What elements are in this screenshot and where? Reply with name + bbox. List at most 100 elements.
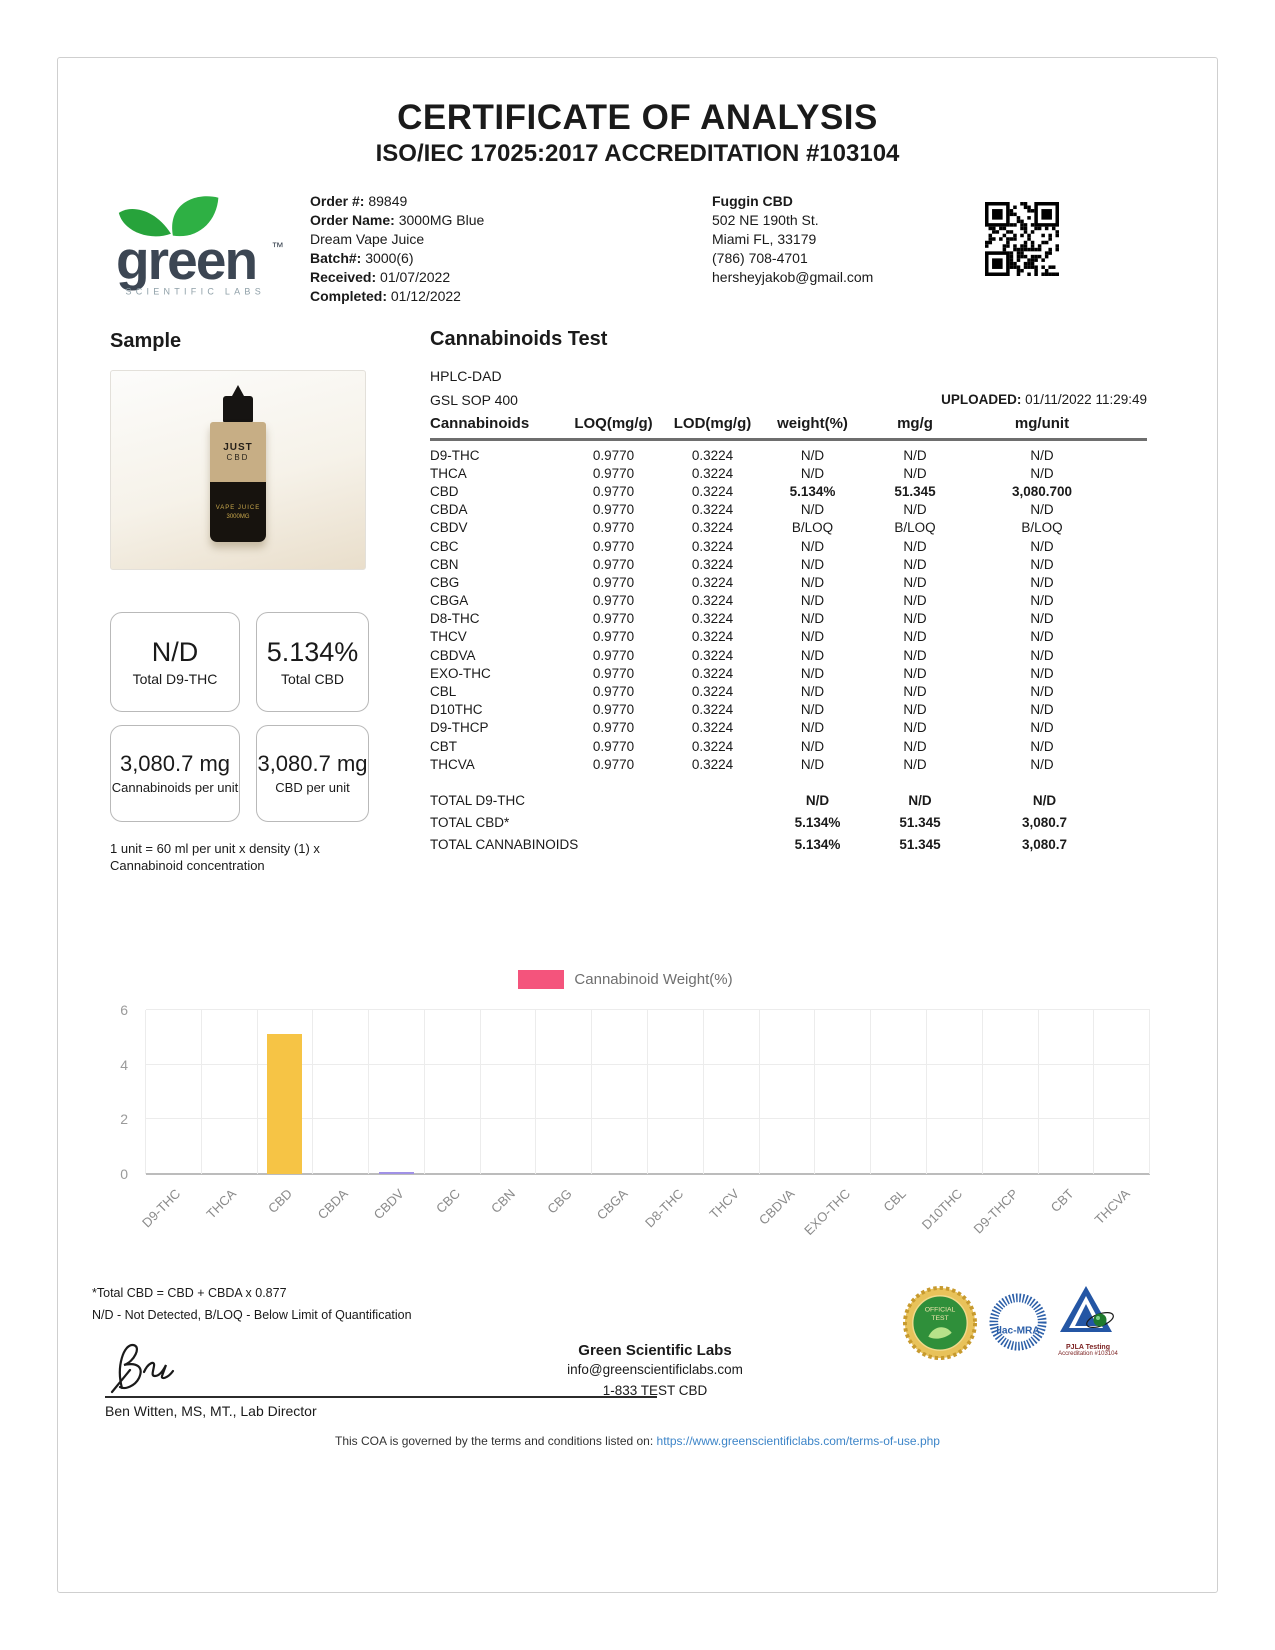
table-cell: 0.9770 [592,756,635,772]
totals-cell: TOTAL D9-THC [430,792,526,808]
totals-cell: N/D [908,792,932,808]
table-cell: N/D [800,702,825,718]
summary-box-cannabinoids-per-unit: 3,080.7 mg Cannabinoids per unit [110,725,240,822]
table-cell: THCVA [430,756,475,772]
table-cell: EXO-THC [430,665,491,681]
table-cell: 0.3224 [691,574,734,590]
table-cell: 0.3224 [691,520,734,536]
x-tick-label: CBDA [314,1186,352,1223]
chart-category [202,1010,258,1174]
totals-row: TOTAL D9-THC N/D N/D N/D [430,789,1147,811]
x-label-cell: D9-THCP [971,1178,1038,1250]
chart-category [1039,1010,1095,1174]
table-cell: D10THC [430,702,483,718]
bottle-cap-tip [232,385,244,396]
table-cell: N/D [1030,702,1054,718]
table-cell: B/LOQ [894,520,936,536]
table-cell: 0.9770 [592,720,635,736]
test-sop: GSL SOP 400 [430,392,518,408]
accreditation-logos: OFFICIAL TEST ilac-MRA PJLA Testing Accr… [900,1278,1130,1368]
table-cell: 3,080.700 [1011,483,1073,499]
table-cell: 0.9770 [592,684,635,700]
summary-box-total-cbd: 5.134% Total CBD [256,612,369,712]
ilac-mra-icon: ilac-MRA [988,1292,1048,1357]
x-tick-label: CBGA [593,1186,631,1223]
uploaded-timestamp: UPLOADED: 01/11/2022 11:29:49 [941,392,1147,407]
table-cell: 5.134% [789,483,836,499]
table-cell: 0.3224 [691,665,734,681]
x-tick-label: THCA [203,1186,240,1222]
qr-code [985,202,1059,276]
table-cell: CBN [430,556,459,572]
table-cell: 0.9770 [592,538,635,554]
table-cell: 0.3224 [691,647,734,663]
table-cell: N/D [800,720,825,736]
table-row: THCV 0.9770 0.3224 N/D N/D N/D [430,628,1147,646]
table-cell: N/D [903,665,927,681]
chart-legend: Cannabinoid Weight(%) [88,970,1163,989]
terms-line: This COA is governed by the terms and co… [0,1434,1275,1448]
chart-category [704,1010,760,1174]
x-tick-label: THCVA [1091,1186,1133,1228]
green-scientific-labs-logo: green ™ SCIENTIFIC LABS [112,192,302,302]
table-cell: 0.3224 [691,756,734,772]
summary-value: 3,080.7 mg [257,751,368,776]
table-cell: N/D [903,684,927,700]
bottle-cap [223,396,253,422]
x-label-cell: D9-THC [139,1178,201,1250]
gridline [146,1009,1150,1010]
chart-category [815,1010,872,1174]
footnote-total-cbd: *Total CBD = CBD + CBDA x 0.877 [92,1286,287,1300]
unit-definition-note: 1 unit = 60 ml per unit x density (1) x … [110,841,320,873]
pjla-icon: PJLA Testing Accreditation #103104 [1056,1282,1120,1357]
x-tick-label: CBD [265,1186,296,1217]
table-cell: N/D [800,574,825,590]
table-row: CBL 0.9770 0.3224 N/D N/D N/D [430,682,1147,700]
table-cell: CBDA [430,502,468,518]
table-cell: N/D [903,702,927,718]
x-label-cell: D10THC [919,1178,983,1250]
completed-date: Completed: 01/12/2022 [310,288,461,304]
client-address-2: Miami FL, 33179 [712,231,817,247]
table-cell: CBL [430,684,457,700]
x-label-cell: CBGA [592,1178,648,1250]
totals-cell: N/D [805,792,830,808]
table-cell: N/D [800,502,825,518]
table-row: D8-THC 0.9770 0.3224 N/D N/D N/D [430,610,1147,628]
table-cell: N/D [1030,593,1054,609]
table-cell: 0.9770 [592,465,635,481]
official-test-seal-icon: OFFICIAL TEST [903,1286,977,1365]
y-tick-label: 2 [120,1111,128,1128]
table-cell: 0.9770 [592,665,635,681]
table-cell: 0.9770 [592,647,635,663]
svg-text:OFFICIAL: OFFICIAL [925,1306,956,1313]
totals-cell: TOTAL CBD* [430,814,510,830]
table-cell: N/D [903,629,927,645]
table-row: CBD 0.9770 0.3224 5.134% 51.345 3,080.700 [430,482,1147,500]
table-cell: N/D [1030,574,1054,590]
x-label-cell: EXO-THC [801,1178,871,1250]
summary-label: CBD per unit [275,780,350,795]
table-row: D9-THCP 0.9770 0.3224 N/D N/D N/D [430,719,1147,737]
table-cell: N/D [1030,738,1054,754]
x-tick-label: THCV [706,1186,742,1222]
terms-link[interactable]: https://www.greenscientificlabs.com/term… [656,1434,940,1448]
summary-box-total-d9-thc: N/D Total D9-THC [110,612,240,712]
lab-director-signature [100,1336,270,1396]
totals-rows: TOTAL D9-THC N/D N/D N/D TOTAL CBD* 5.134% 51.… [430,789,1147,855]
batch-number: Batch#: 3000(6) [310,250,414,266]
x-label-cell: THCA [201,1178,257,1250]
table-row: CBN 0.9770 0.3224 N/D N/D N/D [430,555,1147,573]
client-name: Fuggin CBD [712,193,793,209]
lab-phone: 1-833 TEST CBD [602,1383,708,1398]
totals-cell: N/D [1032,792,1057,808]
x-label-cell: CBDA [312,1178,368,1250]
table-cell: D9-THCP [430,720,489,736]
table-cell: 0.9770 [592,593,635,609]
table-cell: THCA [430,465,467,481]
x-axis-baseline [146,1173,1150,1175]
table-cell: N/D [1030,538,1054,554]
table-cell: N/D [903,574,927,590]
order-name: Order Name: 3000MG Blue Dream Vape Juice [310,212,485,247]
sample-section-heading: Sample [110,330,182,352]
